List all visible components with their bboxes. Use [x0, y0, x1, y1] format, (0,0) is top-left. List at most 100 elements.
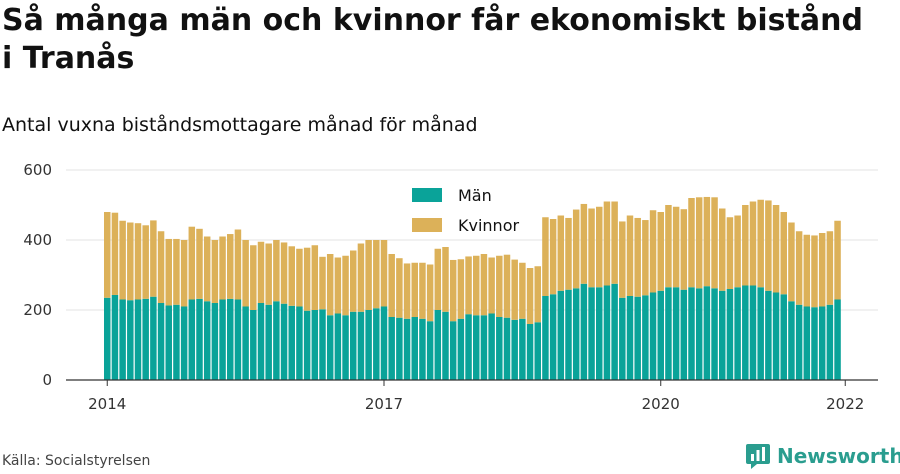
bar-man [150, 296, 157, 380]
bar-kvinnor [396, 258, 403, 318]
bar-man [488, 313, 495, 380]
bar-man [250, 310, 257, 380]
bar-kvinnor [480, 254, 488, 316]
legend-label-man: Män [458, 186, 492, 205]
bar-kvinnor [426, 264, 434, 322]
bar-kvinnor [180, 240, 188, 307]
bar-man [219, 299, 226, 380]
bar-man [672, 287, 680, 380]
newsworthy-logo-icon [746, 444, 770, 469]
bar-man [419, 318, 426, 380]
bar-man [227, 298, 234, 380]
bar-man [142, 298, 149, 380]
bar-man [196, 298, 203, 380]
bar-man [173, 304, 180, 380]
bar-kvinnor [388, 254, 395, 317]
bar-kvinnor [303, 247, 311, 311]
bar-kvinnor [319, 256, 326, 310]
bar-kvinnor [104, 212, 111, 298]
bar-kvinnor [726, 217, 734, 289]
bar-kvinnor [680, 209, 688, 290]
bar-kvinnor [734, 215, 741, 288]
bar-man [657, 290, 664, 380]
bar-kvinnor [557, 215, 565, 291]
bar-kvinnor [227, 234, 234, 299]
bar-kvinnor [150, 220, 157, 297]
bar-kvinnor [219, 236, 226, 300]
bar-man [319, 309, 326, 380]
bar-kvinnor [672, 206, 680, 288]
bar-kvinnor [288, 246, 295, 306]
bar-man [403, 318, 411, 380]
bar-kvinnor [603, 201, 611, 286]
bar-man [265, 304, 272, 380]
bar-kvinnor [119, 220, 126, 300]
bar-kvinnor [772, 205, 780, 293]
bar-man [772, 292, 780, 380]
bar-kvinnor [565, 217, 572, 290]
source-note: Källa: Socialstyrelsen [2, 453, 151, 469]
bar-man [765, 290, 772, 380]
bar-man [127, 300, 134, 380]
bar-kvinnor [373, 240, 380, 309]
bar-man [426, 321, 434, 380]
bar-kvinnor [695, 197, 703, 289]
bar-kvinnor [449, 259, 457, 322]
bar-kvinnor [488, 257, 495, 314]
bar-kvinnor [634, 217, 641, 297]
bar-man [457, 318, 465, 380]
bar-kvinnor [196, 228, 203, 299]
bar-kvinnor [234, 229, 242, 300]
x-tick-label: 2017 [365, 395, 403, 413]
bar-kvinnor [326, 254, 334, 316]
bar-kvinnor [127, 222, 134, 301]
bar-man [211, 303, 219, 380]
x-tick-label: 2014 [88, 395, 126, 413]
bar-kvinnor [157, 231, 165, 303]
bar-kvinnor [703, 196, 711, 287]
bar-kvinnor [342, 255, 349, 316]
bar-kvinnor [211, 240, 219, 303]
bar-man [549, 294, 557, 380]
bar-kvinnor [250, 245, 257, 310]
bar-man [134, 299, 142, 380]
bar-man [288, 305, 295, 380]
bar-kvinnor [765, 200, 772, 291]
y-tick-label: 200 [23, 301, 52, 319]
bar-kvinnor [596, 206, 603, 288]
bar-man [626, 296, 634, 380]
x-tick-label: 2022 [826, 395, 864, 413]
bar-kvinnor [403, 263, 411, 319]
bar-man [818, 306, 826, 380]
bar-man [596, 287, 603, 380]
bar-man [273, 301, 280, 380]
bar-kvinnor [780, 212, 787, 295]
bar-man [342, 315, 349, 380]
bar-man [534, 322, 541, 380]
legend-label-kvinnor: Kvinnor [458, 216, 519, 235]
bar-man [180, 306, 188, 380]
bar-kvinnor [357, 243, 365, 312]
bar-kvinnor [273, 240, 280, 302]
bar-man [380, 306, 388, 380]
bar-man [157, 303, 165, 380]
bar-man [311, 310, 319, 380]
bar-man [542, 296, 549, 380]
bar-man [688, 287, 695, 380]
bar-man [257, 303, 265, 380]
bar-kvinnor [350, 250, 357, 312]
bar-kvinnor [511, 259, 518, 320]
bar-man [203, 301, 211, 380]
bar-kvinnor [549, 219, 557, 295]
bar-kvinnor [542, 217, 549, 296]
bar-man [811, 307, 818, 380]
bar-man [449, 321, 457, 380]
bar-man [473, 315, 480, 380]
bar-man [511, 319, 518, 380]
stacked-bar-chart: 0 200 400 600 2014 2017 2020 2022 Män Kvinnor [23, 161, 878, 413]
bar-man [242, 306, 249, 380]
bar-kvinnor [134, 223, 142, 300]
bar-man [334, 313, 342, 380]
bar-man [665, 287, 672, 380]
bar-man [280, 303, 288, 380]
